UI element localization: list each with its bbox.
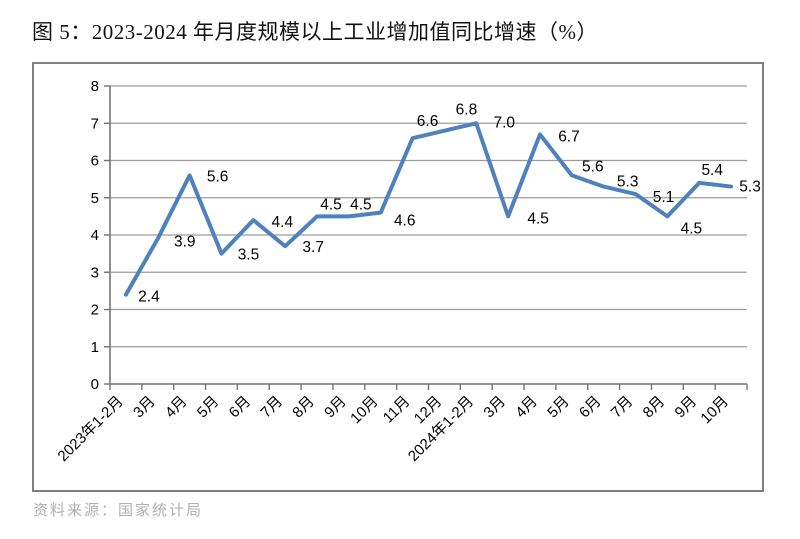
x-axis-tick-label: 6月 bbox=[576, 393, 605, 422]
x-axis-tick-label: 9月 bbox=[672, 393, 701, 422]
data-label: 2.4 bbox=[138, 289, 160, 306]
source-note: 资料来源：国家统计局 bbox=[33, 502, 204, 519]
y-axis-tick-label: 0 bbox=[91, 376, 99, 393]
figure-title: 图 5：2023-2024 年月度规模以上工业增加值同比增速（%） bbox=[32, 20, 598, 44]
x-axis-tick-label: 5月 bbox=[194, 393, 223, 422]
data-label: 4.5 bbox=[681, 220, 703, 237]
x-axis-tick-label: 8月 bbox=[289, 393, 318, 422]
data-label: 4.4 bbox=[272, 214, 294, 231]
y-axis-tick-label: 2 bbox=[91, 302, 99, 319]
data-label: 4.5 bbox=[320, 196, 342, 213]
x-axis-tick-label: 6月 bbox=[226, 393, 255, 422]
series-line bbox=[123, 121, 734, 297]
x-axis-tick-label: 3月 bbox=[130, 393, 159, 422]
data-label: 3.7 bbox=[302, 239, 324, 256]
data-label: 5.3 bbox=[739, 179, 761, 196]
x-axis-tick-label: 5月 bbox=[544, 393, 573, 422]
data-label: 6.8 bbox=[456, 102, 478, 119]
x-axis-tick-label: 4月 bbox=[162, 393, 191, 422]
data-label: 3.9 bbox=[174, 234, 196, 251]
x-axis-tick-label: 11月 bbox=[380, 393, 414, 427]
y-axis-tick-label: 7 bbox=[91, 115, 99, 132]
data-label: 4.6 bbox=[394, 213, 416, 230]
y-axis-tick-label: 5 bbox=[91, 190, 99, 207]
data-label: 4.5 bbox=[350, 196, 372, 213]
data-label: 4.5 bbox=[527, 210, 549, 227]
data-label: 5.6 bbox=[207, 168, 229, 185]
data-label: 5.3 bbox=[617, 174, 639, 191]
chart-frame: 0 1 2 3 4 5 6 7 8 2023年1-2月 3月 4月 5月 6月 7月 8月 9月 10月 11月 12… bbox=[32, 62, 764, 492]
data-label: 3.5 bbox=[238, 247, 260, 264]
y-axis-tick-label: 6 bbox=[91, 153, 99, 170]
x-axis-tick-label: 3月 bbox=[480, 393, 509, 422]
data-label: 6.7 bbox=[558, 128, 580, 145]
x-axis-tick-label: 7月 bbox=[257, 393, 286, 422]
x-axis-tick-label: 9月 bbox=[321, 393, 350, 422]
data-label: 6.6 bbox=[417, 113, 439, 130]
data-label: 7.0 bbox=[493, 114, 515, 131]
x-axis-tick-label: 10月 bbox=[347, 393, 381, 427]
x-axis-tick-label: 8月 bbox=[640, 393, 669, 422]
x-axis-tick-label: 4月 bbox=[512, 393, 541, 422]
data-label: 5.4 bbox=[701, 162, 723, 179]
y-axis-tick-label: 3 bbox=[91, 264, 99, 281]
x-axis-tick-label: 10月 bbox=[697, 393, 731, 427]
data-label: 5.6 bbox=[582, 158, 604, 175]
y-axis-tick-label: 1 bbox=[91, 339, 99, 356]
y-axis-tick-label: 4 bbox=[91, 227, 99, 244]
y-axis-tick-label: 8 bbox=[91, 78, 99, 95]
data-label: 5.1 bbox=[653, 189, 675, 206]
x-axis-tick-label: 7月 bbox=[608, 393, 637, 422]
x-axis-tick-label: 2023年1-2月 bbox=[55, 393, 127, 465]
